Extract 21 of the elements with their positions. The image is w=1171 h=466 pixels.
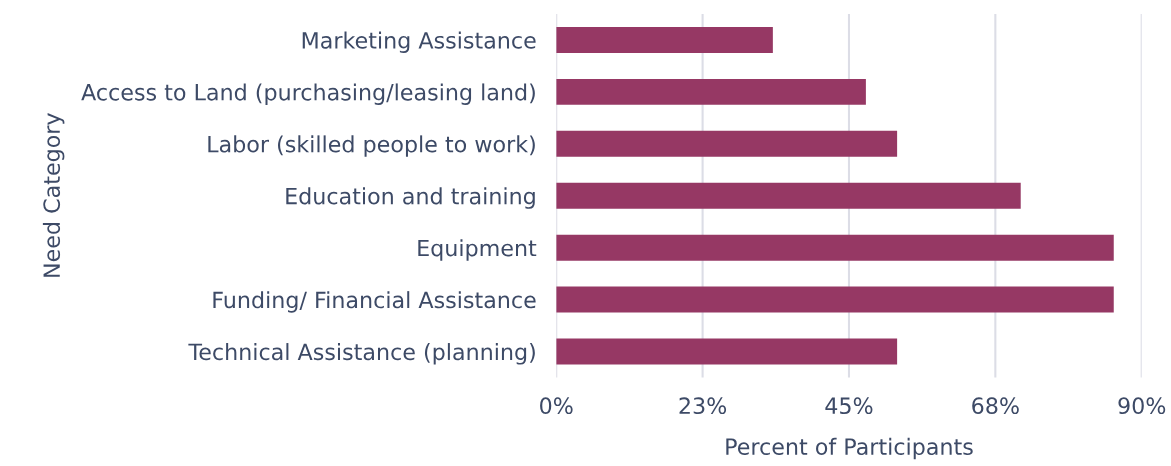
- bar: [556, 234, 1114, 261]
- bar: [556, 130, 898, 157]
- x-axis-title: Percent of Participants: [726, 437, 973, 460]
- y-tick-label: Technical Assistance (planning): [188, 343, 535, 365]
- y-tick-label: Access to Land (purchasing/leasing land): [81, 83, 535, 105]
- x-tick-label: 23%: [679, 397, 727, 415]
- y-tick-label: Education and training: [286, 187, 535, 209]
- y-tick-label: Marketing Assistance: [302, 31, 536, 54]
- x-tick-label: 68%: [972, 397, 1019, 415]
- y-tick-label: Equipment: [418, 239, 537, 261]
- y-axis-title: Need Category: [42, 113, 65, 277]
- bar: [556, 78, 866, 105]
- y-tick-label: Labor (skilled people to work): [208, 135, 535, 157]
- bar: [556, 26, 773, 53]
- bar: [556, 286, 1114, 313]
- bar: [556, 338, 898, 365]
- x-tick-label: 90%: [1118, 397, 1166, 415]
- x-tick-label: 45%: [825, 397, 873, 415]
- x-tick-label: 0%: [540, 397, 573, 415]
- y-tick-label: Funding/ Financial Assistance: [213, 291, 536, 313]
- bar: [556, 182, 1021, 209]
